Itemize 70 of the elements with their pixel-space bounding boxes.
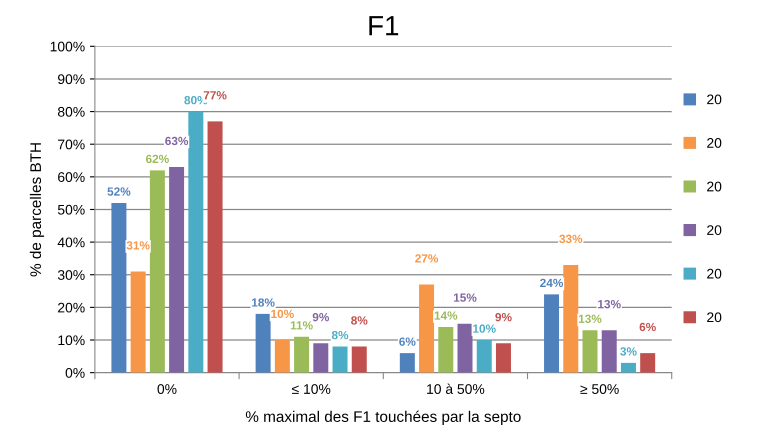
bar [438,326,454,373]
bar [111,202,126,373]
legend-label: 20 [707,268,722,279]
y-tick-label: 0% [66,368,85,378]
data-label: 62% [146,154,169,164]
y-tick-label: 30% [58,270,85,280]
y-tick-label: 80% [58,106,85,117]
bar [458,324,473,373]
data-label: 27% [415,254,438,263]
data-label: 6% [640,322,656,332]
bar [582,330,598,373]
data-label: 11% [290,321,313,330]
data-label: 14% [434,311,458,320]
y-tick-label: 100% [50,42,85,52]
data-label: 63% [165,136,188,146]
x-tick-label: ≤ 10% [292,384,330,394]
y-tick-label: 50% [58,204,85,215]
x-tick-label: 0% [157,384,177,394]
x-tick-label: 10 à 50% [427,384,484,394]
y-tick-label: 10% [58,335,85,346]
bar [496,343,511,373]
data-label: 15% [454,293,477,302]
legend-label: 20 [707,312,722,322]
data-label: 8% [351,316,368,325]
data-label: 18% [252,298,275,307]
bar [130,271,146,373]
bar [563,264,578,373]
legend-label: 20 [707,225,722,236]
y-tick-label: 90% [58,74,85,84]
data-label: 33% [559,234,582,244]
legend-label: 20 [707,138,722,148]
bar [313,343,328,373]
bar [169,167,184,373]
bar [544,294,560,373]
bar [352,346,367,373]
chart-title: F1 [369,16,398,36]
data-label: 52% [107,187,130,196]
bar [400,353,415,373]
bar [150,170,165,373]
data-label: 31% [126,241,150,250]
data-label: 13% [598,300,621,308]
bar [419,284,434,373]
data-label: 24% [540,278,564,288]
bar [256,314,271,373]
legend-label: 20 [707,94,722,104]
bar [602,330,617,373]
data-label: 9% [495,313,512,322]
data-label: 8% [332,330,348,340]
bar [476,340,492,373]
bar [620,362,636,373]
y-tick-label: 20% [58,302,85,313]
bar [274,340,290,373]
data-label: 3% [620,347,637,356]
x-tick-label: ≥ 50% [580,384,619,394]
bar [294,336,310,373]
bar [208,121,223,373]
y-axis-title: % de parcelles BTH [30,143,44,276]
data-label: 9% [312,313,330,322]
x-axis-title: % maximal des F1 touchées par la septo [246,410,521,426]
bar [640,353,656,373]
legend-label: 20 [707,182,722,192]
y-tick-label: 70% [58,140,85,150]
y-tick-label: 60% [58,172,85,182]
data-label: 13% [578,314,602,324]
data-label: 6% [399,337,416,346]
bar [188,112,204,373]
data-label: 10% [473,324,496,333]
data-label: 10% [271,310,294,318]
y-tick-label: 40% [58,237,85,248]
bar [332,346,348,373]
